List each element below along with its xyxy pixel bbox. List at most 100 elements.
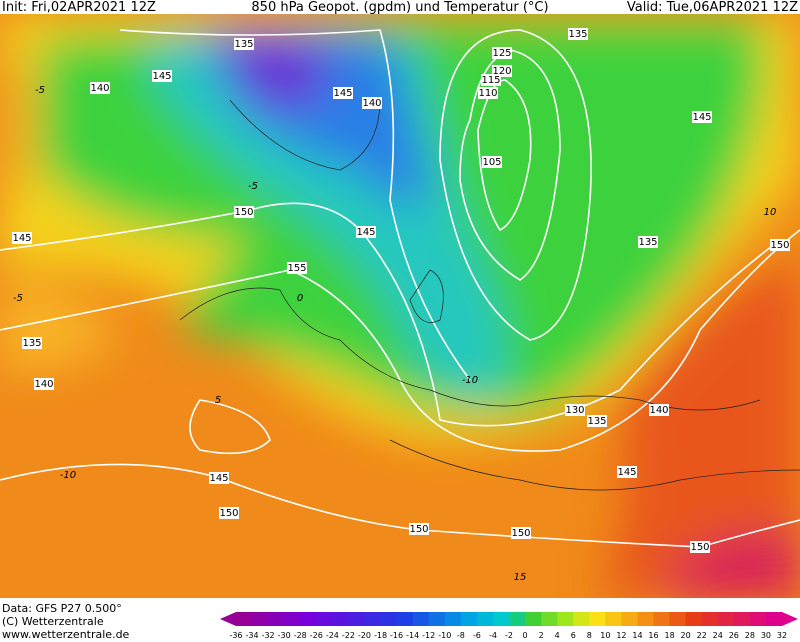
temperature-label: -10 [60,470,76,481]
geopotential-label: 140 [362,98,381,109]
colorbar-label: -28 [294,631,307,640]
colorbar-label: -6 [473,631,481,640]
label-box [478,87,498,99]
colorbar-label: -26 [310,631,323,640]
temperature-label: -5 [13,293,23,304]
geopotential-label: 140 [90,83,109,94]
temperature-label: 5 [215,395,221,406]
label-box [152,70,172,82]
colorbar-label: -36 [229,631,242,640]
geopotential-label: 130 [565,405,584,416]
colorbar-label: -34 [246,631,259,640]
colorbar-segment [284,612,301,626]
colorbar-segment [444,612,462,626]
colorbar-label: -14 [406,631,419,640]
colorbar-label: 30 [761,631,771,640]
label-box [287,262,307,274]
label-box [511,527,531,539]
colorbar-label: 26 [729,631,739,640]
colorbar-segment [332,612,349,626]
geopotential-label: 135 [587,416,606,427]
colorbar-label: -22 [342,631,355,640]
colorbar-segment [637,612,655,626]
colorbar-label: 10 [600,631,610,640]
colorbar-label: -18 [374,631,387,640]
colorbar-segment [621,612,638,626]
temperature-label: -5 [248,181,258,192]
colorbar-label: 6 [571,631,576,640]
map-field [0,14,800,598]
geopotential-label: 135 [22,338,41,349]
colorbar-label: 24 [713,631,723,640]
label-box [362,97,382,109]
colorbar-label: -20 [358,631,371,640]
geopotential-label: 140 [649,405,668,416]
colorbar-label: 0 [523,631,528,640]
geopotential-label: 135 [638,237,657,248]
colorbar-label: 20 [681,631,691,640]
colorbar-segment [380,612,398,626]
colorbar-label: -8 [457,631,465,640]
colorbar-segment [316,612,333,626]
label-box [568,28,588,40]
geopotential-label: 110 [478,88,497,99]
label-box [492,47,512,59]
label-box [587,415,607,427]
colorbar-segment [252,612,269,626]
colorbar-label: 8 [587,631,592,640]
colorbar-segment [476,612,494,626]
colorbar: -36 -34 -32 -30 -28 -26 -24 -22 -20 -18 -16 -14 -12-… [220,612,798,640]
colorbar-segment [268,612,285,626]
label-box [12,232,32,244]
colorbar-label: 4 [555,631,560,640]
label-box [565,404,585,416]
colorbar-segment [541,612,558,626]
valid-time: Valid: Tue,06APR2021 12Z [627,0,798,15]
colorbar-segment [717,612,735,626]
label-box [219,507,239,519]
colorbar-label: -2 [505,631,513,640]
temperature-label: -5 [35,85,45,96]
colorbar-segment [428,612,446,626]
colorbar-segment [653,612,671,626]
colorbar-label: 18 [664,631,674,640]
colorbar-label: 32 [777,631,787,640]
label-box [209,472,229,484]
geopotential-label: 145 [209,473,228,484]
colorbar-segment [701,612,719,626]
colorbar-segment [492,612,510,626]
colorbar-label: 14 [632,631,642,640]
coastlines [179,99,800,491]
colorbar-label: -24 [326,631,339,640]
colorbar-segment [348,612,365,626]
colorbar-segment [765,612,783,626]
colorbar-segment [557,612,574,626]
copyright: (C) Wetterzentrale [2,615,104,628]
label-box [690,541,710,553]
colorbar-segment [525,612,542,626]
geopotential-label: 150 [690,542,709,553]
geopotential-label: 145 [692,112,711,123]
colorbar-segment [589,612,606,626]
label-box [638,236,658,248]
label-box [356,226,376,238]
label-box [22,337,42,349]
colorbar-segment [364,612,382,626]
geopotential-label: 135 [568,29,587,40]
colorbar-segment [733,612,751,626]
label-box [481,74,501,86]
colorbar-label: 2 [539,631,544,640]
geopotential-label: 145 [617,467,636,478]
colorbar-label: 28 [745,631,755,640]
colorbar-segment [236,612,253,626]
label-box [234,38,254,50]
temperature-label: 0 [297,293,303,304]
label-box [90,82,110,94]
label-box [34,378,54,390]
geopotential-label: 115 [481,75,500,86]
label-box [617,466,637,478]
temperature-label: -10 [462,375,478,386]
geopotential-label: 105 [482,157,501,168]
label-box [234,206,254,218]
